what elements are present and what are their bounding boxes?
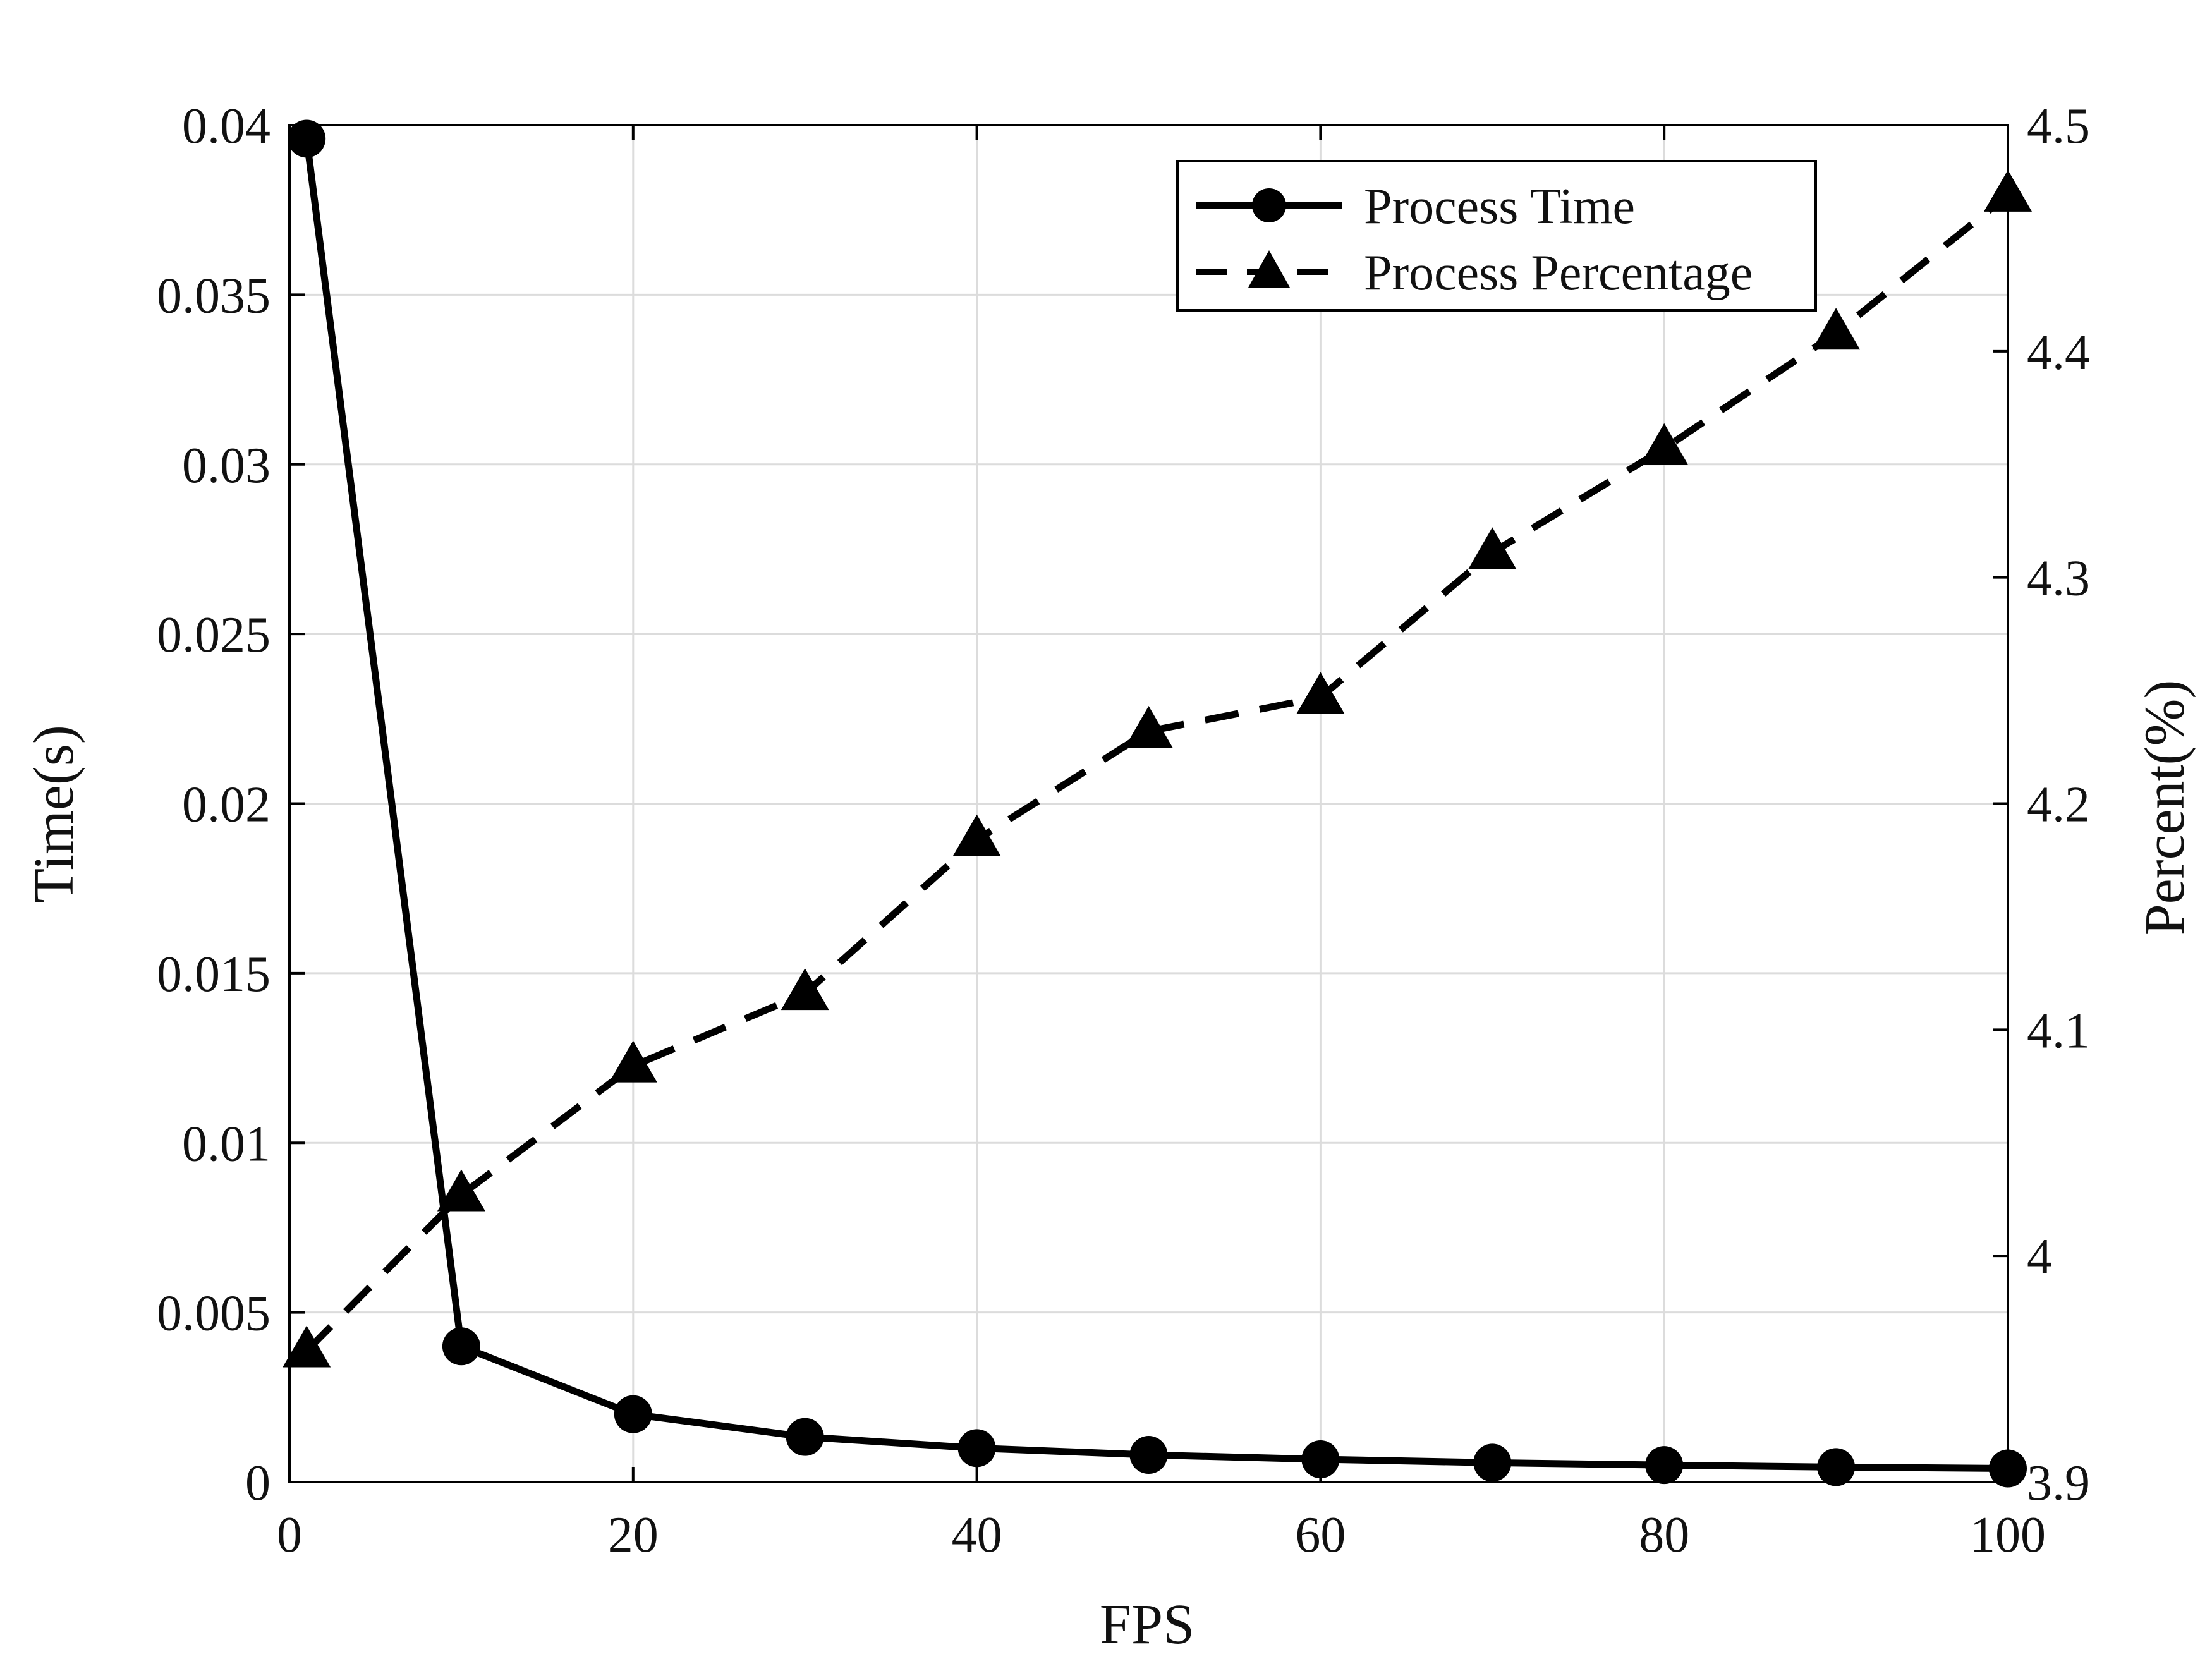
legend-marker-circle [1252,188,1286,222]
data-point-process-time [957,1429,996,1468]
left-y-axis-title: Time(s) [23,725,85,903]
right-y-tick-label: 4.4 [2027,325,2090,380]
data-point-process-time [1989,1449,2027,1488]
x-axis-title: FPS [1100,1593,1194,1656]
left-y-tick-label: 0.035 [157,268,270,324]
data-point-process-percentage [1812,308,1861,350]
data-point-process-percentage [1468,527,1517,569]
x-tick-label: 100 [1970,1507,2046,1563]
left-y-tick-label: 0.005 [157,1286,270,1342]
data-point-process-percentage [781,968,829,1011]
data-point-process-time [288,119,326,158]
data-point-process-time [1645,1446,1684,1485]
data-point-process-time [1129,1436,1168,1474]
data-point-process-time [1473,1443,1512,1482]
left-y-tick-label: 0.02 [182,777,270,833]
x-tick-label: 60 [1295,1507,1346,1563]
data-point-process-percentage [1296,672,1345,714]
series-line-process-percentage [304,192,2010,1354]
legend-label-process-time: Process Time [1364,179,1635,234]
data-point-process-percentage [437,1169,485,1212]
data-point-process-percentage [283,1325,331,1368]
data-point-process-time [1817,1448,1856,1486]
data-point-process-time [1301,1440,1340,1479]
grid [289,125,2008,1482]
right-y-tick-label: 4.5 [2027,99,2090,154]
left-y-tick-label: 0 [245,1455,270,1511]
data-point-process-percentage [609,1040,657,1083]
data-point-process-percentage [1124,705,1173,748]
legend: Process Time Process Percentage [1176,160,1817,312]
left-y-tick-label: 0.025 [157,607,270,663]
left-y-tick-label: 0.01 [182,1116,270,1172]
right-y-tick-label: 3.9 [2027,1455,2090,1511]
series [283,119,2032,1488]
legend-marker-triangle [1248,250,1290,288]
data-point-process-percentage [1984,169,2032,212]
x-tick-label: 40 [952,1507,1002,1563]
left-y-tick-label: 0.04 [182,99,270,154]
x-tick-label: 20 [608,1507,659,1563]
right-y-tick-label: 4.3 [2027,551,2090,607]
left-y-tick-label: 0.015 [157,947,270,1002]
x-tick-label: 80 [1639,1507,1689,1563]
right-y-tick-label: 4.2 [2027,777,2090,833]
data-point-process-time [614,1395,652,1433]
data-point-process-time [442,1327,480,1366]
ticks: 0 20 40 60 80 100 0 0.005 0.01 0.015 0.02 0.025 0.03… [157,99,2090,1563]
right-y-tick-label: 4.1 [2027,1003,2090,1059]
right-y-tick-label: 4 [2027,1229,2052,1285]
legend-box [1176,160,1817,312]
x-tick-label: 0 [277,1507,302,1563]
data-point-process-percentage [952,814,1001,856]
left-y-tick-label: 0.03 [182,438,270,494]
legend-label-process-percentage: Process Percentage [1364,245,1753,301]
data-point-process-time [786,1418,824,1456]
data-point-process-percentage [1640,423,1689,465]
right-y-axis-title: Percent(%) [2134,680,2196,936]
